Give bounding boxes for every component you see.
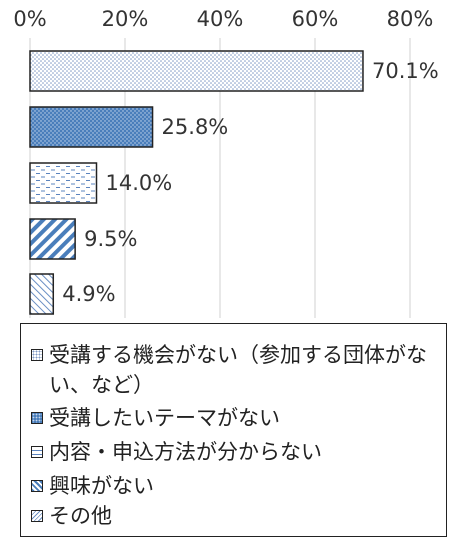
x-tick-label: 0% bbox=[13, 7, 46, 31]
chart-legend: 受講する機会がない（参加する団体がない、など） 受講したいテーマがない 内容・申… bbox=[20, 323, 447, 537]
x-tick-label: 80% bbox=[387, 7, 434, 31]
bar bbox=[29, 162, 98, 204]
legend-swatch-diag-wide bbox=[31, 480, 43, 492]
legend-swatch-dots-blue bbox=[31, 412, 43, 424]
data-label: 25.8% bbox=[162, 115, 229, 139]
x-tick-label: 20% bbox=[102, 7, 149, 31]
legend-item-other: その他 bbox=[31, 501, 441, 531]
x-tick-label: 60% bbox=[292, 7, 339, 31]
bar bbox=[29, 218, 76, 260]
legend-label: 受講したいテーマがない bbox=[49, 406, 280, 430]
bar-chart: 0% 20% 40% 60% 80% 70.1% 25.8% 14.0% 9.5% 4.9% bbox=[13, 7, 439, 318]
data-label: 14.0% bbox=[106, 171, 173, 195]
legend-swatch-dots-light bbox=[31, 349, 43, 361]
data-label: 4.9% bbox=[62, 282, 115, 306]
legend-swatch-diag-thin bbox=[31, 510, 43, 522]
legend-label: 内容・申込方法が分からない bbox=[49, 440, 322, 464]
legend-label: 興味がない bbox=[49, 474, 154, 498]
data-label: 70.1% bbox=[372, 59, 439, 83]
bar bbox=[29, 273, 55, 315]
x-tick-label: 40% bbox=[197, 7, 244, 31]
legend-item-no-interest: 興味がない bbox=[31, 471, 441, 501]
data-label: 9.5% bbox=[84, 227, 137, 251]
legend-item-no-opportunity: 受講する機会がない（参加する団体がない、など） bbox=[31, 340, 441, 400]
legend-swatch-dashes bbox=[31, 446, 43, 458]
legend-item-no-theme: 受講したいテーマがない bbox=[31, 403, 441, 433]
bar bbox=[29, 50, 364, 92]
legend-label: 受講する機会がない（参加する団体がない、など） bbox=[49, 343, 427, 397]
legend-label: その他 bbox=[49, 504, 112, 528]
bar bbox=[29, 106, 154, 148]
legend-item-unknown-content: 内容・申込方法が分からない bbox=[31, 437, 441, 467]
